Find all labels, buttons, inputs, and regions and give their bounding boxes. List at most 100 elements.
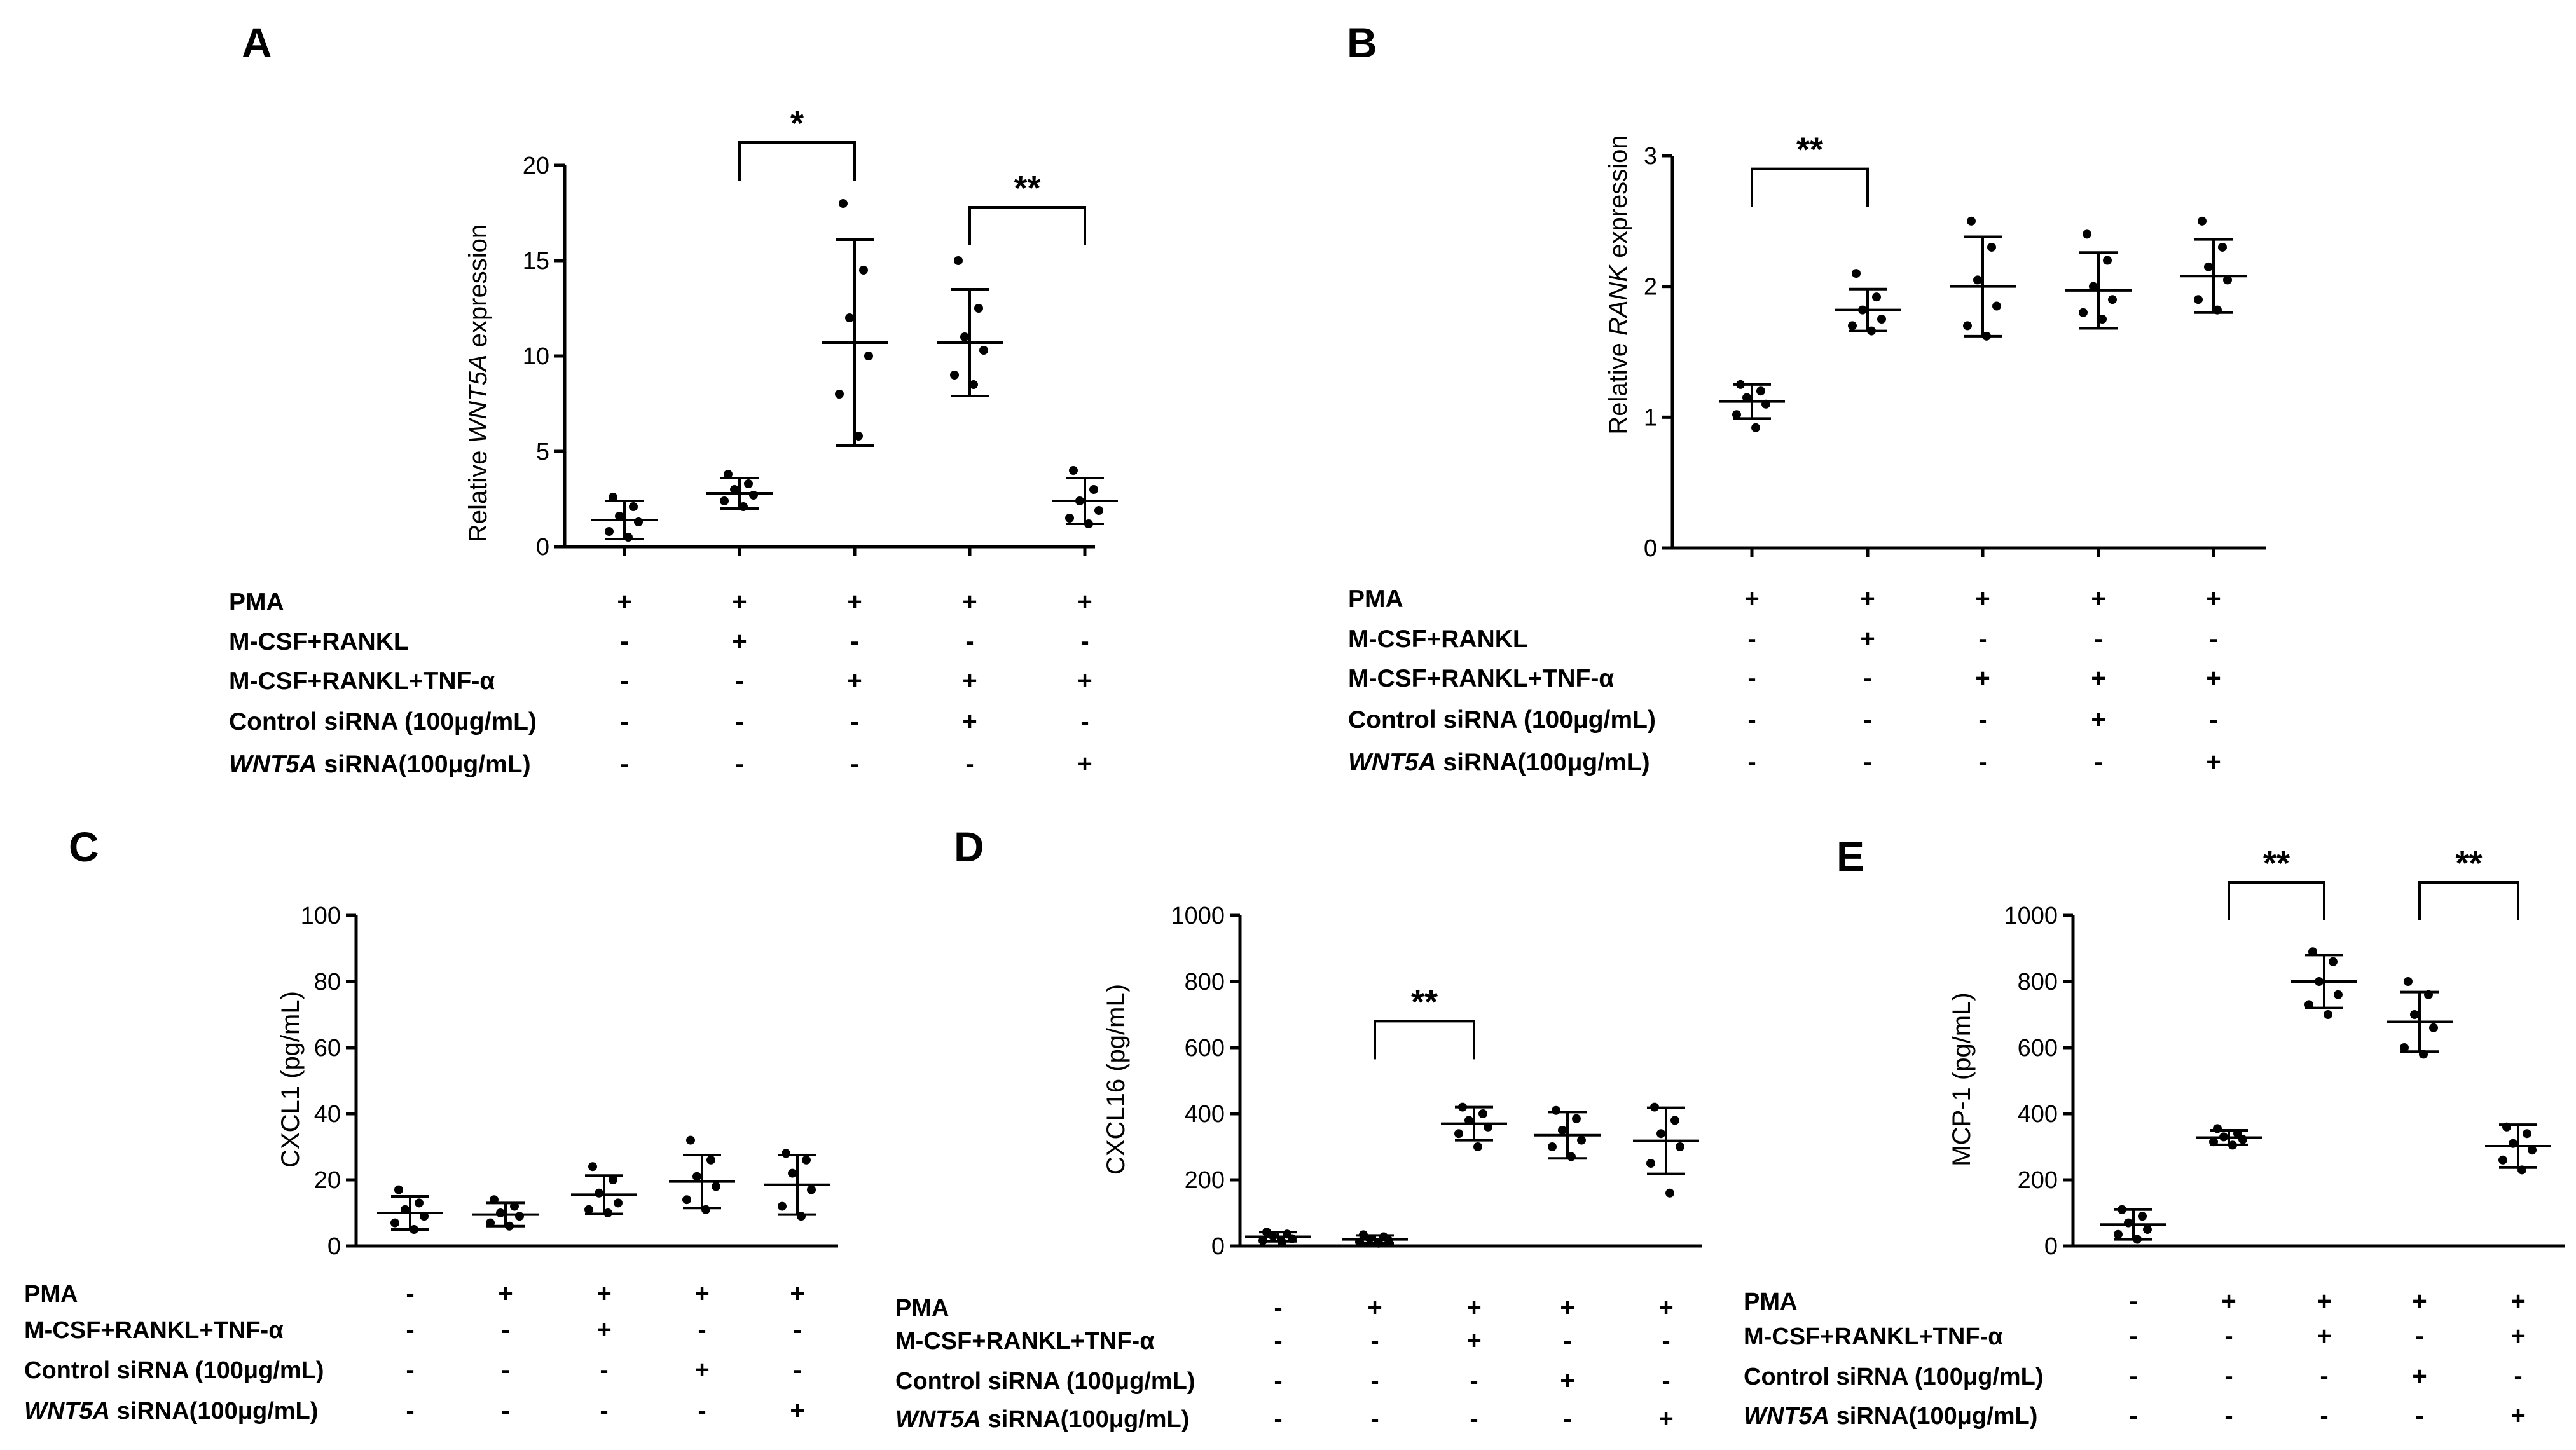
y-tick-label: 0 (1644, 535, 1657, 562)
condition-mark: - (1747, 664, 1756, 692)
data-point (486, 1218, 495, 1228)
data-point (629, 502, 638, 511)
condition-mark: - (793, 1316, 801, 1344)
data-point (1751, 423, 1760, 432)
condition-label: M-CSF+RANKL (1348, 626, 1528, 653)
condition-label: WNT5A siRNA(100μg/mL) (1348, 749, 1650, 776)
condition-mark: + (1077, 750, 1092, 778)
condition-mark: - (600, 1356, 608, 1384)
data-point (1670, 1116, 1679, 1125)
data-point (584, 1205, 593, 1214)
data-point (2143, 1225, 2152, 1234)
condition-mark: + (2206, 585, 2221, 613)
condition-label: Control siRNA (100μg/mL) (1348, 706, 1656, 734)
condition-mark: + (2412, 1362, 2427, 1390)
y-tick-label: 0 (2044, 1233, 2058, 1260)
data-point (749, 491, 758, 500)
y-axis-label: Relative RANK expression (1604, 135, 1632, 434)
condition-mark: - (1662, 1367, 1670, 1395)
data-point (588, 1162, 597, 1172)
data-point (686, 1135, 695, 1145)
condition-mark: - (1747, 748, 1756, 776)
data-point (1992, 301, 2001, 311)
data-point (1558, 1126, 1567, 1135)
y-tick-label: 800 (1185, 969, 1225, 995)
data-point (859, 266, 868, 275)
y-tick-label: 5 (536, 439, 549, 465)
data-point (420, 1212, 429, 1221)
condition-mark: + (790, 1397, 804, 1425)
condition-mark: - (406, 1280, 414, 1308)
condition-mark: - (698, 1316, 706, 1344)
significance-bracket (1374, 1020, 1475, 1060)
data-point (490, 1195, 499, 1205)
condition-mark: - (1274, 1327, 1282, 1355)
condition-label-italic: WNT5A (895, 1406, 981, 1433)
condition-mark: - (1563, 1405, 1571, 1433)
data-point (864, 352, 873, 360)
condition-mark: + (790, 1280, 804, 1308)
condition-label-text: PMA (24, 1281, 78, 1308)
condition-mark: - (1978, 706, 1987, 734)
y-tick-label: 0 (1211, 1233, 1225, 1260)
data-point (1852, 269, 1861, 278)
condition-mark: - (1747, 625, 1756, 653)
data-point (1458, 1102, 1467, 1112)
data-point (2228, 1140, 2237, 1150)
panel-letter: D (954, 823, 984, 870)
significance-label: * (790, 104, 804, 142)
data-point (2133, 1235, 2142, 1244)
condition-label-italic: WNT5A (229, 751, 317, 778)
condition-label-text: M-CSF+RANKL+TNF-α (1348, 665, 1614, 692)
data-point (2209, 1137, 2218, 1147)
data-point (1484, 1122, 1492, 1132)
data-point (615, 512, 624, 521)
condition-label: M-CSF+RANKL (229, 628, 409, 655)
condition-mark: - (2129, 1402, 2137, 1430)
data-point (807, 1185, 816, 1194)
condition-mark: - (406, 1316, 414, 1344)
condition-mark: + (2091, 585, 2105, 613)
data-point (1973, 275, 1982, 285)
condition-mark: - (2209, 706, 2217, 734)
data-point (1732, 410, 1741, 420)
data-point (1552, 1105, 1560, 1115)
y-tick-label: 1000 (1171, 903, 1225, 929)
condition-mark: - (850, 627, 858, 655)
condition-mark: - (1863, 748, 1871, 776)
data-point (1473, 1142, 1482, 1151)
y-tick-label: 1 (1644, 404, 1657, 431)
data-point (845, 313, 854, 322)
panel-e: E MCP-1 (pg/mL) 0 200 400 600 800 1000 ** ** PM… (1744, 833, 2565, 1430)
condition-mark: + (2412, 1287, 2427, 1315)
data-point (1365, 1234, 1374, 1243)
condition-mark: + (732, 627, 747, 655)
condition-mark: + (962, 667, 977, 695)
significance-bracket (738, 141, 856, 181)
significance-bracket (1751, 167, 1869, 207)
data-point (701, 1205, 710, 1214)
condition-mark: + (1658, 1405, 1673, 1433)
condition-mark: - (406, 1356, 414, 1384)
condition-mark: - (1563, 1327, 1571, 1355)
condition-label-italic: WNT5A (1348, 749, 1436, 776)
y-tick-label: 200 (1185, 1167, 1225, 1194)
panel-d: D CXCL16 (pg/mL) 0 200 400 600 800 1000 ** PMA… (895, 823, 1702, 1433)
y-axis-label: CXCL1 (pg/mL) (277, 991, 305, 1168)
data-point (835, 390, 844, 399)
condition-label-text: siRNA(100μg/mL) (1829, 1403, 2037, 1430)
data-point (739, 502, 748, 511)
condition-mark: - (1370, 1367, 1379, 1395)
condition-label-italic: WNT5A (24, 1398, 110, 1425)
condition-label-text: M-CSF+RANKL (1348, 626, 1528, 653)
data-point (505, 1221, 514, 1231)
condition-mark: + (1975, 585, 1990, 613)
condition-mark: + (847, 588, 862, 616)
data-point (1572, 1114, 1581, 1123)
data-point (390, 1218, 399, 1228)
data-point (797, 1212, 806, 1221)
condition-label: PMA (24, 1281, 78, 1308)
condition-mark: - (1978, 748, 1987, 776)
data-point (2400, 1043, 2409, 1052)
data-point (1089, 485, 1098, 494)
